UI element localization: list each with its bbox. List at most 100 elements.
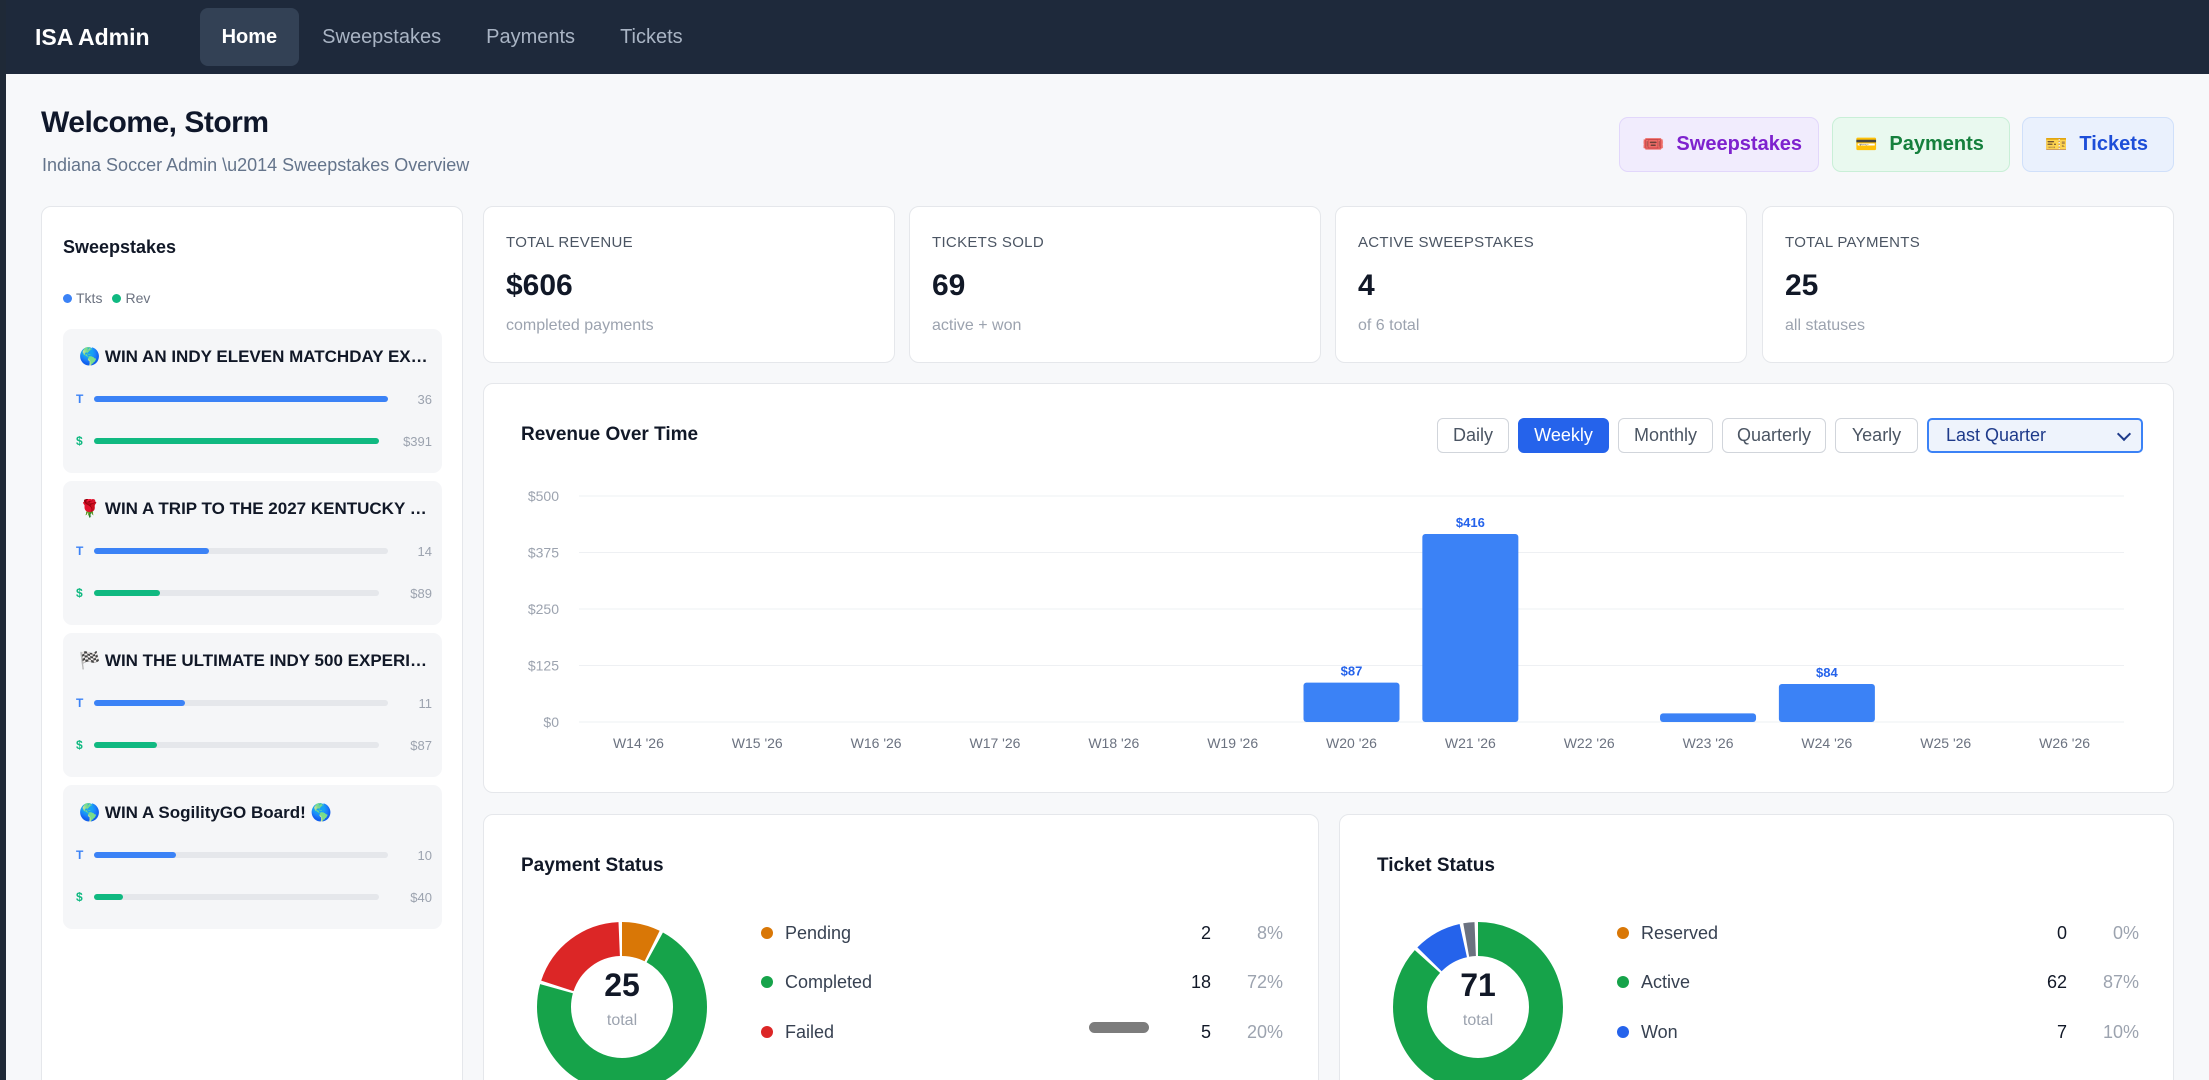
x-tick-label: W26 '26	[2039, 735, 2090, 751]
tickets-bar-track	[94, 852, 388, 858]
stat-label: TOTAL REVENUE	[506, 234, 633, 251]
status-count: 18	[1190, 971, 1211, 992]
revenue-key: $	[76, 890, 83, 904]
status-dot	[761, 976, 773, 988]
status-percent: 8%	[1256, 922, 1283, 943]
status-row-completed: Completed 18 72%	[761, 971, 1291, 993]
y-tick-label: $375	[528, 545, 559, 561]
revenue-bar	[1422, 533, 1519, 722]
legend-label-tickets: Tkts	[76, 290, 103, 306]
status-count: 5	[1200, 1021, 1211, 1042]
status-percent: 0%	[2112, 922, 2139, 943]
revenue-bar-fill	[94, 894, 123, 900]
range-select[interactable]: Last Quarter	[1927, 418, 2143, 453]
status-count: 62	[2046, 971, 2067, 992]
donut-total-label: total	[1462, 1012, 1494, 1029]
tickets-bar-fill	[94, 396, 388, 402]
status-dot	[761, 927, 773, 939]
revenue-bar-fill	[94, 590, 160, 596]
status-label: Completed	[785, 971, 873, 992]
nav-tab-sweepstakes[interactable]: Sweepstakes	[322, 26, 442, 48]
stat-label: ACTIVE SWEEPSTAKES	[1358, 234, 1534, 251]
payment-status-donut	[537, 922, 707, 1080]
x-tick-label: W20 '26	[1326, 735, 1377, 751]
status-row-reserved: Reserved 0 0%	[1617, 922, 2147, 944]
brand-logo[interactable]: ISA Admin	[35, 23, 150, 50]
revenue-bar-track	[94, 894, 379, 900]
globe-icon: 🌎	[79, 347, 101, 366]
nav-tab-home[interactable]: Home	[199, 8, 300, 66]
x-tick-label: W21 '26	[1445, 735, 1496, 751]
sweepstake-name: 🏁 WIN THE ULTIMATE INDY 500 EXPERIENCE	[79, 651, 429, 671]
quick-link-payments[interactable]: 💳 Payments	[1832, 117, 2010, 172]
revenue-chart: $0 $125 $250 $375 $500 W14 '26 W15 '26 W16 '26 W…	[528, 488, 2124, 751]
quick-link-tickets[interactable]: 🎫 Tickets	[2022, 117, 2174, 172]
x-tick-label: W24 '26	[1801, 735, 1852, 751]
revenue-bar	[1660, 713, 1757, 722]
x-tick-label: W17 '26	[970, 735, 1021, 751]
sweepstake-name: 🌎 WIN AN INDY ELEVEN MATCHDAY EXPERIENCE	[79, 347, 429, 367]
revenue-row: $ $40	[76, 890, 432, 905]
tickets-bar-fill	[94, 700, 186, 706]
status-percent: 72%	[1246, 971, 1283, 992]
stat-value: 25	[1785, 269, 1819, 302]
period-monthly-button[interactable]: Monthly	[1618, 418, 1713, 453]
nav-tab-tickets[interactable]: Tickets	[620, 26, 683, 48]
status-row-failed: Failed 5 20%	[761, 1021, 1291, 1043]
stat-sub: completed payments	[506, 317, 654, 334]
status-percent: 10%	[2102, 1021, 2139, 1042]
sweepstake-item[interactable]: 🏁 WIN THE ULTIMATE INDY 500 EXPERIENCE T…	[63, 633, 442, 777]
status-label: Pending	[785, 922, 852, 943]
nav-tab-payments[interactable]: Payments	[486, 26, 576, 48]
revenue-bar	[1778, 684, 1875, 722]
status-dot	[761, 1026, 773, 1038]
x-tick-label: W18 '26	[1088, 735, 1139, 751]
top-nav: ISA Admin Home Sweepstakes Payments Tick…	[6, 0, 2209, 74]
ticket-purple-icon: 🎟️	[1642, 134, 1665, 154]
stat-value: 4	[1358, 269, 1375, 302]
stat-card-tickets-sold: TICKETS SOLD 69 active + won	[909, 206, 1321, 363]
status-count: 2	[1200, 922, 1211, 943]
quick-link-sweepstakes[interactable]: 🎟️ Sweepstakes	[1619, 117, 1819, 172]
stat-label: TOTAL PAYMENTS	[1785, 234, 1921, 251]
period-daily-button[interactable]: Daily	[1437, 418, 1509, 453]
tickets-row: T 36	[76, 392, 432, 407]
sweepstake-item[interactable]: 🌎 WIN AN INDY ELEVEN MATCHDAY EXPERIENCE…	[63, 329, 442, 473]
tickets-key: T	[76, 848, 84, 862]
sweepstake-title: WIN AN INDY ELEVEN MATCHDAY EXPERIENCE	[104, 347, 429, 366]
stat-sub: all statuses	[1785, 317, 1866, 334]
app-frame: ISA Admin Home Sweepstakes Payments Tick…	[6, 0, 2209, 1080]
x-tick-label: W25 '26	[1920, 735, 1971, 751]
status-label: Failed	[785, 1021, 835, 1042]
donut-slice	[537, 922, 707, 1080]
revenue-key: $	[76, 586, 83, 600]
credit-card-icon: 💳	[1855, 134, 1878, 154]
legend-dot-tickets	[63, 293, 72, 303]
revenue-row: $ $391	[76, 434, 432, 449]
sweepstake-item[interactable]: 🌹 WIN A TRIP TO THE 2027 KENTUCKY DERBY …	[63, 481, 442, 625]
ticket-status-donut	[1393, 922, 1563, 1080]
sweepstake-title: WIN A SogilityGO Board! 🌎	[104, 803, 332, 822]
revenue-bar-fill	[94, 438, 379, 444]
sweepstake-item[interactable]: 🌎 WIN A SogilityGO Board! 🌎 T 10 $ $40	[63, 785, 442, 929]
revenue-chart-card: $0 $125 $250 $375 $500 W14 '26 W15 '26 W16 '26 W…	[483, 383, 2174, 793]
sweepstake-name: 🌎 WIN A SogilityGO Board! 🌎	[79, 803, 429, 823]
legend-label-revenue: Rev	[125, 290, 151, 306]
status-row-pending: Pending 2 8%	[761, 922, 1291, 944]
range-select-value: Last Quarter	[1946, 425, 2047, 445]
chevron-down-icon	[2116, 426, 2132, 442]
period-weekly-button[interactable]: Weekly	[1518, 418, 1609, 453]
period-yearly-button[interactable]: Yearly	[1835, 418, 1918, 453]
stat-sub: active + won	[932, 317, 1022, 334]
revenue-row: $ $89	[76, 586, 432, 601]
x-tick-label: W22 '26	[1564, 735, 1615, 751]
x-tick-label: W14 '26	[613, 735, 664, 751]
revenue-bar-fill	[94, 742, 157, 748]
status-count: 0	[2056, 922, 2067, 943]
status-label: Active	[1641, 971, 1691, 992]
period-quarterly-button[interactable]: Quarterly	[1722, 418, 1826, 453]
donut-total: 25	[604, 967, 640, 1003]
checkered-flag-icon: 🏁	[79, 651, 101, 670]
status-label: Won	[1641, 1021, 1678, 1042]
stat-card-total-revenue: TOTAL REVENUE $606 completed payments	[483, 206, 895, 363]
